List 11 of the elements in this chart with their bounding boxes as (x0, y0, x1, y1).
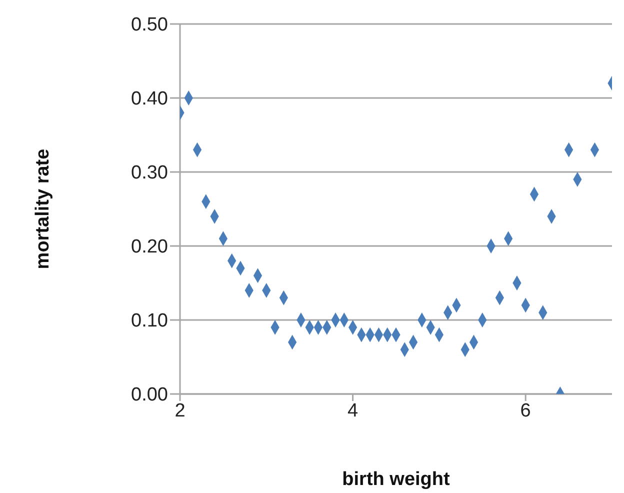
x-tick-label: 2 (174, 400, 186, 422)
y-tick-label: 0.10 (131, 310, 168, 332)
y-tick-label: 0.50 (131, 14, 168, 36)
x-axis-title: birth weight (342, 469, 450, 490)
x-tick-label: 6 (520, 400, 531, 422)
y-tick-label: 0.30 (131, 162, 168, 184)
y-tick-label: 0.00 (131, 384, 168, 406)
x-tick-label: 4 (348, 400, 359, 422)
y-tick-label: 0.40 (131, 88, 168, 110)
y-axis-title: mortality rate (32, 148, 54, 270)
y-tick-label: 0.20 (131, 236, 168, 258)
